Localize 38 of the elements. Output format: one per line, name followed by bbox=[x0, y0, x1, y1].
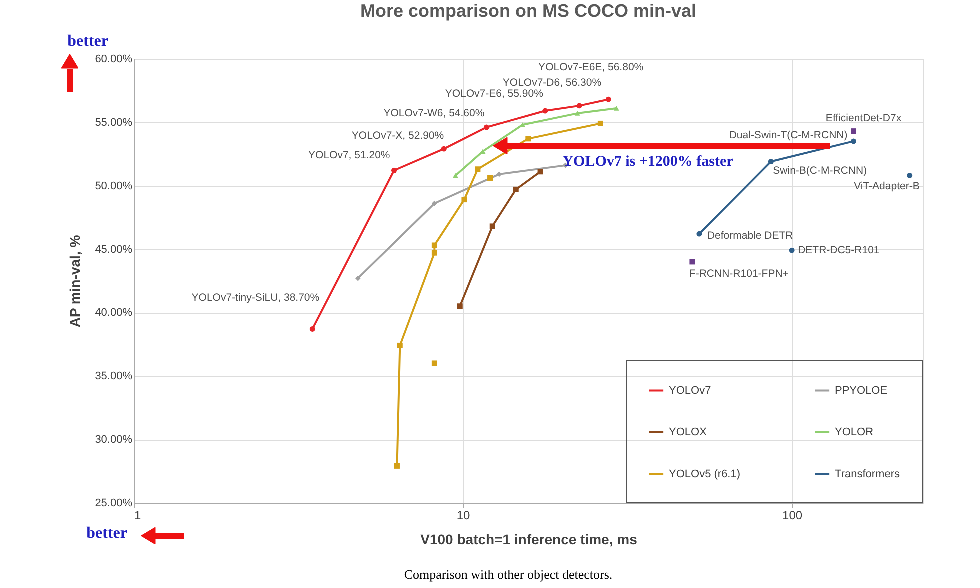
text: Comparison with other object detectors. bbox=[404, 567, 613, 582]
x-tick-label: 1 bbox=[134, 508, 142, 522]
annotation: YOLOv7, 51.20% bbox=[308, 150, 390, 162]
annotation: YOLOv7-X, 52.90% bbox=[352, 130, 444, 142]
y-tick-label: 35.00% bbox=[95, 370, 133, 383]
annotation: Swin-B(C-M-RCNN) bbox=[773, 164, 868, 177]
annotation: YOLOv7-E6E, 56.80% bbox=[538, 62, 644, 74]
annotation: DETR-DC5-R101 bbox=[798, 244, 880, 257]
annotation: Dual-Swin-T(C-M-RCNN) bbox=[729, 129, 848, 142]
annotation: EfficientDet-D7x bbox=[826, 112, 902, 124]
y-tick-label: 55.00% bbox=[95, 116, 133, 129]
annotation: YOLOv7 is +1200% faster bbox=[562, 154, 734, 170]
x-tick-label: 100 bbox=[782, 508, 803, 522]
annotation: F-RCNN-R101-FPN+ bbox=[689, 268, 789, 280]
legend-label: YOLOR bbox=[835, 426, 874, 438]
y-tick-label: 30.00% bbox=[95, 434, 133, 446]
annotation: ViT-Adapter-B bbox=[854, 180, 920, 193]
y-tick-label: 50.00% bbox=[95, 180, 133, 192]
annotation: YOLOv7-W6, 54.60% bbox=[384, 108, 485, 120]
y-tick-label: 25.00% bbox=[95, 498, 133, 510]
legend-label: YOLOv7 bbox=[669, 384, 712, 397]
legend-label: YOLOX bbox=[669, 426, 708, 438]
y-tick-label: 45.00% bbox=[95, 244, 133, 256]
annotation: YOLOv7-D6, 56.30% bbox=[502, 76, 602, 89]
legend-label: PPYOLOE bbox=[835, 384, 888, 397]
x-tick-label: 10 bbox=[456, 508, 471, 522]
legend-label: Transformers bbox=[835, 468, 900, 480]
x-axis-title: V100 batch=1 inference time, ms bbox=[420, 532, 638, 548]
y-tick-label: 60.00% bbox=[95, 54, 133, 66]
annotation: YOLOv7-E6, 55.90% bbox=[445, 88, 544, 100]
text: better bbox=[86, 525, 128, 542]
text: better bbox=[68, 33, 108, 50]
annotation: YOLOv7-tiny-SiLU, 38.70% bbox=[192, 292, 320, 304]
y-tick-label: 40.00% bbox=[95, 307, 133, 320]
y-axis-title: AP min-val, % bbox=[67, 234, 84, 328]
legend-label: YOLOv5 (r6.1) bbox=[669, 468, 741, 480]
annotation: Deformable DETR bbox=[707, 230, 794, 242]
chart-title: More comparison on MS COCO min-val bbox=[360, 1, 697, 21]
